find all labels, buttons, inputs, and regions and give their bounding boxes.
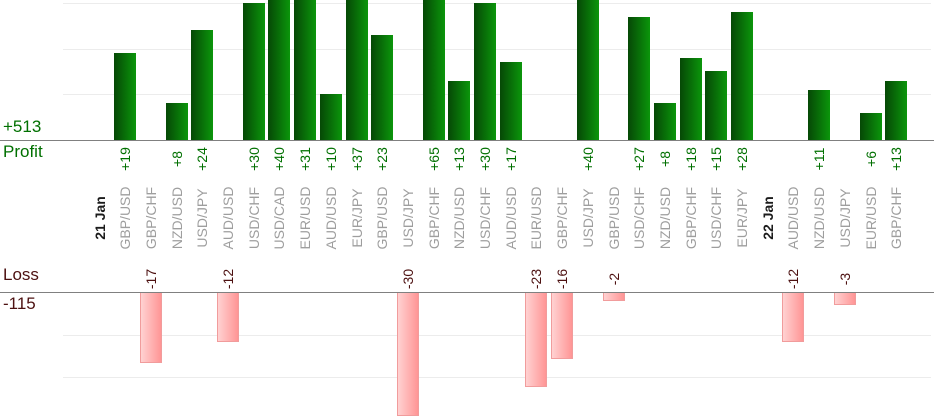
loss-value-label: -2 (605, 272, 622, 285)
profit-bar (653, 103, 676, 140)
profit-bar (242, 2, 265, 140)
profit-bar (705, 71, 728, 140)
date-label: 21 Jan (91, 196, 108, 240)
profit-bar (268, 0, 291, 140)
profit-bar (859, 112, 882, 140)
profit-bar (499, 62, 522, 140)
loss-bar (833, 293, 856, 305)
loss-bar (217, 293, 239, 342)
profit-bar (345, 0, 368, 140)
loss-value-label: -3 (836, 272, 853, 285)
loss-axis-label: Loss (3, 264, 39, 284)
profit-bar (679, 57, 702, 140)
profit-bar (628, 16, 651, 140)
profit-bar (319, 94, 342, 140)
date-label: 22 Jan (759, 196, 776, 240)
gridline (63, 94, 931, 96)
loss-bar (396, 293, 419, 416)
loss-bar (139, 293, 162, 363)
profit-bar (422, 0, 445, 140)
loss-axis-line (0, 291, 934, 293)
loss-bar (551, 293, 574, 359)
profit-bar (371, 34, 394, 140)
profit-bar (165, 103, 188, 140)
profit-bar (191, 30, 214, 140)
loss-bar (602, 293, 625, 301)
profit-bar (294, 0, 317, 140)
loss-bar (525, 293, 548, 387)
profit-bar (885, 80, 908, 140)
profit-bar (576, 0, 599, 140)
profit-bar (114, 53, 137, 140)
profit-total-label: +513 (3, 117, 42, 136)
gridline (63, 48, 931, 50)
profit-axis-label: Profit (3, 141, 43, 161)
profit-bar (448, 80, 471, 140)
loss-total-label: -115 (3, 293, 36, 313)
gridline (63, 2, 931, 4)
gridline (63, 335, 931, 336)
profit-bar (474, 2, 496, 140)
profit-axis-line (0, 140, 934, 142)
loss-bar (782, 293, 805, 342)
profit-bar (731, 12, 753, 140)
gridline (63, 377, 931, 379)
profit-bar (808, 89, 831, 140)
